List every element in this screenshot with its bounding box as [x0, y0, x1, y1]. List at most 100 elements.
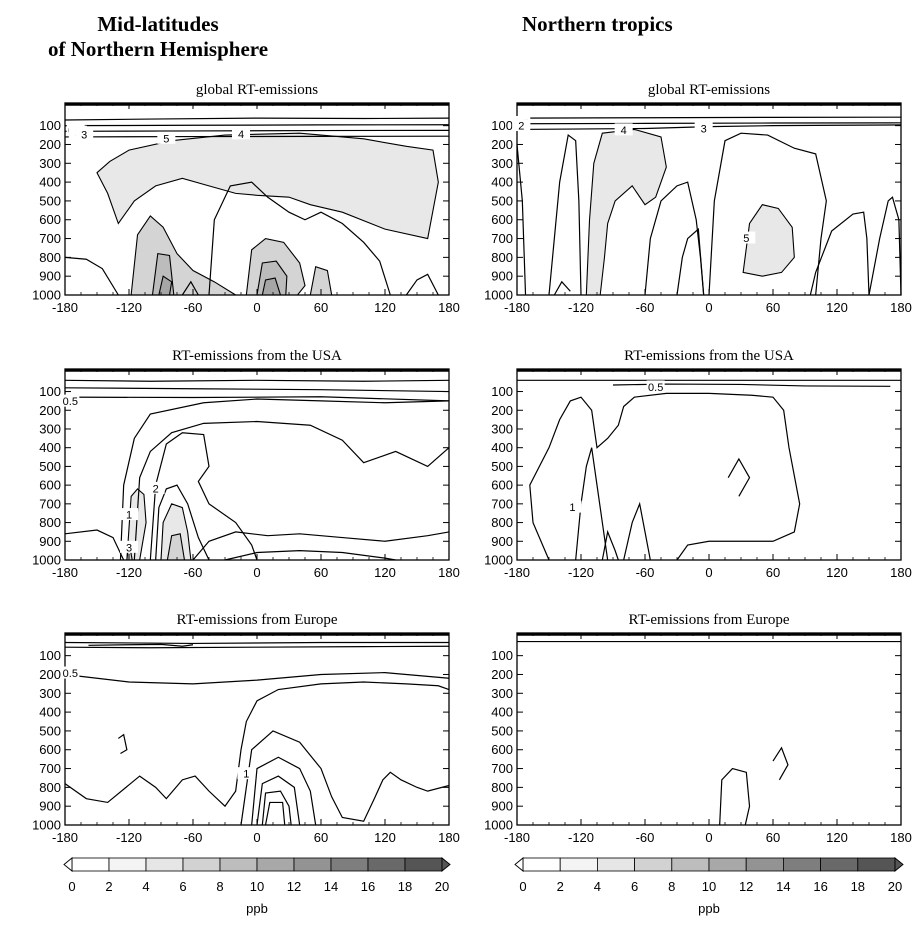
colorbar-segment [330, 857, 369, 872]
y-tick-label: 200 [39, 137, 61, 152]
contour-label-bg [232, 127, 250, 140]
contour-line [64, 681, 450, 808]
colorbar-segment [182, 857, 221, 872]
x-tick-label: 0 [705, 565, 712, 580]
colorbar-segment [522, 857, 561, 872]
colorbar-segment [256, 857, 295, 872]
contour-line [251, 756, 317, 826]
y-tick-label: 400 [39, 440, 61, 455]
panel-title: RT-emissions from Europe [176, 612, 337, 628]
y-tick-label: 600 [39, 212, 61, 227]
colorbar-segment [597, 857, 636, 872]
x-tick-label: 0 [253, 565, 260, 580]
contour-line [149, 432, 258, 561]
y-tick-label: 700 [39, 231, 61, 246]
x-tick-label: 60 [314, 830, 328, 845]
y-tick-label: 1000 [484, 818, 513, 833]
x-tick-label: -180 [52, 565, 78, 580]
x-tick-label: 60 [766, 565, 780, 580]
x-tick-label: 0 [253, 300, 260, 315]
x-tick-label: -120 [116, 830, 142, 845]
y-tick-label: 100 [39, 384, 61, 399]
x-tick-label: -60 [636, 830, 655, 845]
colorbar-segment [367, 857, 406, 872]
panel-tropics-europe: RT-emissions from Europe 100 200 300 400 500 6… [484, 612, 912, 845]
colorbar-tick-label: 8 [668, 879, 675, 894]
y-tick-label: 400 [39, 175, 61, 190]
contour-label-bg [61, 666, 80, 679]
plot-frame [516, 368, 902, 561]
shaded-region [585, 128, 667, 296]
colorbar-segment [783, 857, 822, 872]
contour-label-bg [120, 540, 138, 553]
contour-line [64, 529, 125, 561]
contour-label: 1 [126, 510, 132, 522]
colorbar-tick-label: 4 [142, 879, 149, 894]
contour-line [261, 790, 292, 826]
contour-label: 0.5 [63, 396, 78, 408]
left-column-title-line1: Mid-latitudes [97, 12, 219, 36]
panel-mid-latitudes-europe: RT-emissions from Europe 100 200 300 400 500 6… [32, 612, 460, 845]
y-tick-label: 400 [491, 175, 513, 190]
y-tick-label: 100 [491, 648, 513, 663]
y-tick-label: 700 [491, 761, 513, 776]
contour-line [676, 227, 705, 296]
y-tick-label: 1000 [484, 288, 513, 303]
colorbar-segment [145, 857, 184, 872]
colorbar-tick-label: 0 [68, 879, 75, 894]
contour-label: 5 [743, 233, 749, 245]
panel-title: global RT-emissions [648, 82, 770, 98]
panel-tropics-global: global RT-emissions100200300400500600700… [484, 82, 912, 315]
colorbar-tick-label: 6 [631, 879, 638, 894]
colorbar-segment [857, 857, 896, 872]
contour-label: 2 [518, 121, 524, 133]
plot-frame [516, 632, 902, 826]
x-tick-label: 120 [374, 830, 396, 845]
contour-label: 5 [163, 133, 169, 145]
colorbar-tick-label: 4 [594, 879, 601, 894]
y-tick-label: 800 [491, 780, 513, 795]
contour-line [64, 117, 450, 121]
contour-line [868, 196, 902, 296]
x-tick-label: -180 [504, 300, 530, 315]
y-tick-label: 400 [491, 705, 513, 720]
colorbar-tick-label: 10 [702, 879, 716, 894]
right-column-title-line1: Northern tropics [522, 12, 673, 36]
contour-label: 1 [243, 769, 249, 781]
contour-line [548, 133, 582, 296]
contour-line [516, 116, 902, 119]
x-tick-label: 180 [438, 565, 460, 580]
contour-line [64, 124, 450, 127]
x-tick-label: 120 [826, 300, 848, 315]
y-tick-label: 900 [39, 269, 61, 284]
panel-title: global RT-emissions [196, 82, 318, 98]
colorbar-segment [108, 857, 147, 872]
y-tick-label: 900 [491, 269, 513, 284]
contour-label: 0.5 [648, 382, 663, 394]
colorbar-tick-label: 2 [105, 879, 112, 894]
left-column-title: Mid-latitudes of Northern Hemisphere [8, 12, 308, 62]
x-tick-label: -120 [568, 300, 594, 315]
colorbar-tick-label: 14 [776, 879, 790, 894]
x-tick-label: -120 [116, 565, 142, 580]
contour-line [553, 280, 571, 296]
x-tick-label: 180 [890, 830, 912, 845]
y-tick-label: 300 [39, 156, 61, 171]
colorbar-tick-label: 0 [519, 879, 526, 894]
panel-mid-latitudes-usa: RT-emissions from the USA 100 200 300 400 500… [32, 348, 460, 580]
contour-line [405, 273, 439, 296]
contour-line [601, 529, 619, 561]
contour-line [64, 379, 450, 382]
x-tick-label: 0 [705, 300, 712, 315]
contour-label-bg [563, 500, 582, 513]
x-tick-label: -60 [184, 300, 203, 315]
y-tick-label: 100 [491, 384, 513, 399]
colorbar-low-arrow [514, 857, 524, 872]
contour-line [64, 129, 450, 132]
contour-line [727, 457, 751, 497]
y-tick-label: 600 [491, 478, 513, 493]
y-tick-label: 800 [39, 250, 61, 265]
contour-line [719, 767, 751, 826]
x-tick-label: 120 [374, 565, 396, 580]
y-tick-label: 100 [39, 118, 61, 133]
